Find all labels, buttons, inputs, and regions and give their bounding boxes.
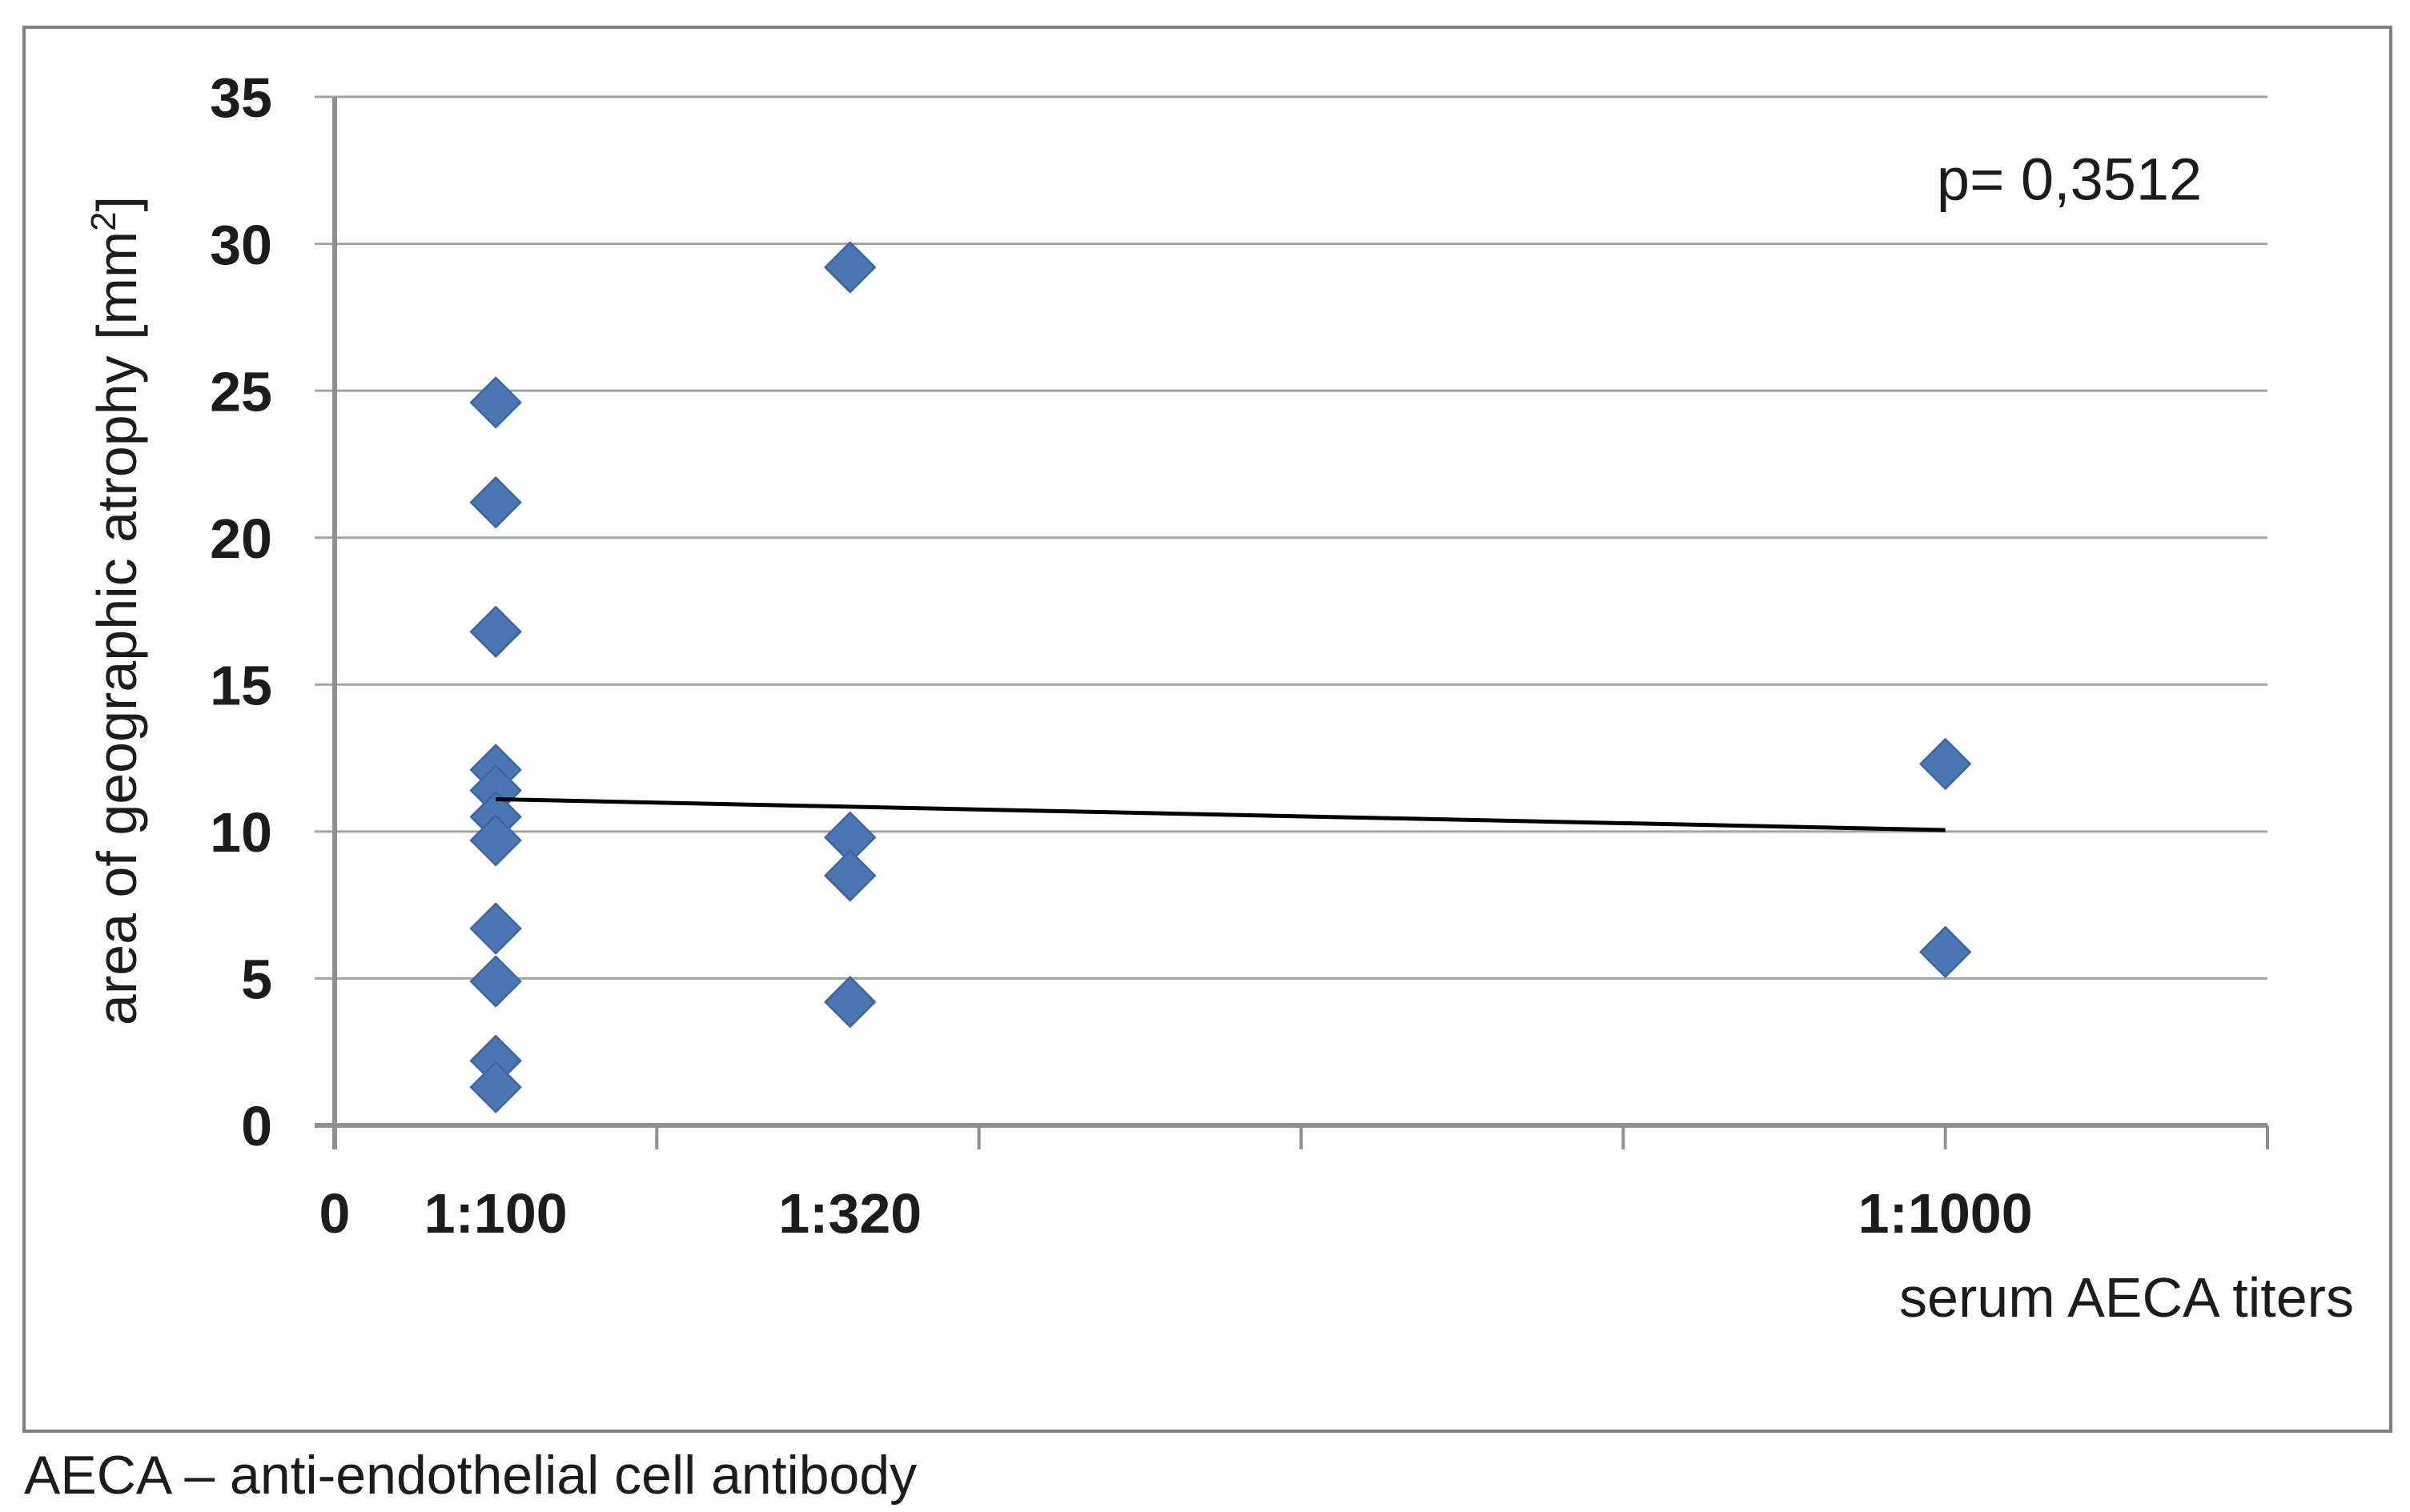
data-point-diamond [469,955,522,1008]
y-axis-title: area of geographic atrophy [mm2] [84,196,148,1025]
data-point-diamond [824,849,876,902]
y-tick-label: 35 [210,66,272,129]
x-tick-label: 0 [319,1182,351,1245]
data-point-diamond [1919,738,1971,790]
x-tick-label: 1:100 [424,1182,568,1245]
p-value-annotation: p= 0,3512 [1937,146,2202,213]
y-tick-label: 10 [210,801,272,864]
x-tick-label: 1:320 [778,1182,922,1245]
y-tick-label: 15 [210,654,272,716]
figure-border [22,26,2392,1433]
data-point-diamond [469,1061,522,1113]
y-axis-title-superscript: 2 [84,211,123,231]
y-axis-title-close: ] [86,196,148,211]
y-tick-label: 20 [210,507,272,570]
y-tick-label: 5 [241,949,272,1011]
data-point-diamond [1919,926,1971,978]
trend-line [496,796,1946,832]
data-point-diamond [824,241,876,294]
data-point-diamond [824,976,876,1029]
data-point-diamond [469,814,522,867]
data-point-diamond [469,902,522,955]
data-point-diamond [469,376,522,429]
y-tick-label: 25 [210,360,272,423]
data-point-diamond [469,476,522,528]
data-point-diamond [469,605,522,658]
y-tick-label: 0 [241,1095,272,1157]
y-axis-title-base: area of geographic atrophy [mm [86,231,148,1025]
x-axis-title: serum AECA titers [1899,1266,2354,1329]
footer-note: AECA – anti-endothelial cell antibody [24,1445,917,1506]
y-tick-label: 30 [210,214,272,276]
x-tick-label: 1:1000 [1858,1182,2033,1245]
